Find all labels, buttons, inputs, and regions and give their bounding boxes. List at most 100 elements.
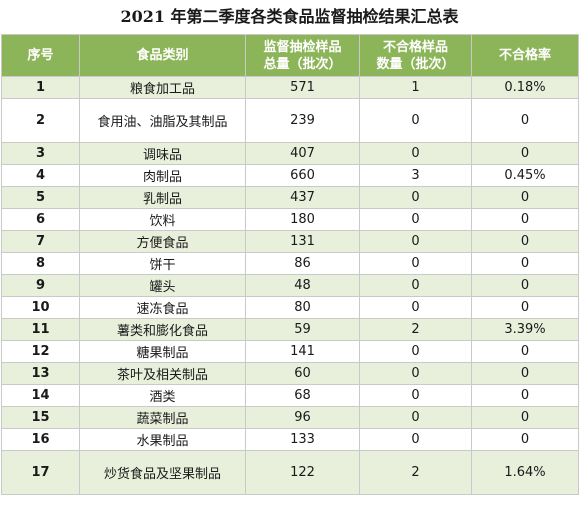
cell-total: 180 [245, 208, 360, 231]
table-row: 5 乳制品 437 0 0 [1, 186, 579, 209]
cell-rate: 1.64% [471, 450, 579, 495]
cell-total: 660 [245, 164, 360, 187]
cell-total: 48 [245, 274, 360, 297]
cell-failed: 0 [359, 406, 472, 429]
header-row: 序号 食品类别 监督抽检样品 总量（批次） 不合格样品 数量（批次） 不合格率 [1, 34, 579, 77]
cell-category: 速冻食品 [79, 296, 246, 319]
cell-index: 5 [1, 186, 80, 209]
cell-index: 1 [1, 76, 80, 99]
cell-total: 131 [245, 230, 360, 253]
cell-index: 2 [1, 98, 80, 143]
cell-rate: 3.39% [471, 318, 579, 341]
cell-failed: 3 [359, 164, 472, 187]
food-inspection-table: 序号 食品类别 监督抽检样品 总量（批次） 不合格样品 数量（批次） 不合格率 … [1, 34, 579, 495]
cell-total: 86 [245, 252, 360, 275]
table-row: 3 调味品 407 0 0 [1, 142, 579, 165]
header-failed-line2: 数量（批次） [376, 56, 455, 72]
table-row: 6 饮料 180 0 0 [1, 208, 579, 231]
cell-failed: 0 [359, 142, 472, 165]
table-row: 12 糖果制品 141 0 0 [1, 340, 579, 363]
cell-category: 乳制品 [79, 186, 246, 209]
cell-category: 酒类 [79, 384, 246, 407]
cell-rate: 0 [471, 208, 579, 231]
header-total-line2: 总量（批次） [263, 56, 342, 72]
cell-category: 方便食品 [79, 230, 246, 253]
cell-total: 59 [245, 318, 360, 341]
cell-category: 饼干 [79, 252, 246, 275]
cell-failed: 0 [359, 362, 472, 385]
cell-rate: 0 [471, 274, 579, 297]
cell-total: 133 [245, 428, 360, 451]
cell-category: 水果制品 [79, 428, 246, 451]
cell-index: 10 [1, 296, 80, 319]
cell-index: 12 [1, 340, 80, 363]
cell-category: 肉制品 [79, 164, 246, 187]
cell-category: 调味品 [79, 142, 246, 165]
cell-total: 60 [245, 362, 360, 385]
cell-failed: 2 [359, 450, 472, 495]
cell-total: 571 [245, 76, 360, 99]
cell-index: 3 [1, 142, 80, 165]
cell-index: 15 [1, 406, 80, 429]
table-row: 4 肉制品 660 3 0.45% [1, 164, 579, 187]
cell-rate: 0 [471, 252, 579, 275]
cell-total: 437 [245, 186, 360, 209]
cell-index: 16 [1, 428, 80, 451]
cell-failed: 0 [359, 186, 472, 209]
table-row: 14 酒类 68 0 0 [1, 384, 579, 407]
cell-failed: 2 [359, 318, 472, 341]
cell-failed: 0 [359, 208, 472, 231]
cell-failed: 0 [359, 340, 472, 363]
cell-total: 239 [245, 98, 360, 143]
cell-failed: 0 [359, 296, 472, 319]
cell-rate: 0.18% [471, 76, 579, 99]
cell-category: 薯类和膨化食品 [79, 318, 246, 341]
cell-index: 4 [1, 164, 80, 187]
cell-rate: 0 [471, 98, 579, 143]
cell-category: 炒货食品及坚果制品 [79, 450, 246, 495]
cell-total: 68 [245, 384, 360, 407]
cell-total: 96 [245, 406, 360, 429]
cell-rate: 0 [471, 186, 579, 209]
header-category: 食品类别 [79, 34, 246, 77]
cell-failed: 0 [359, 384, 472, 407]
table-row: 7 方便食品 131 0 0 [1, 230, 579, 253]
header-failed: 不合格样品 数量（批次） [359, 34, 472, 77]
table-row: 17 炒货食品及坚果制品 122 2 1.64% [1, 450, 579, 495]
table-row: 1 粮食加工品 571 1 0.18% [1, 76, 579, 99]
cell-index: 17 [1, 450, 80, 495]
table-row: 15 蔬菜制品 96 0 0 [1, 406, 579, 429]
cell-category: 粮食加工品 [79, 76, 246, 99]
header-failed-line1: 不合格样品 [382, 39, 448, 55]
table-row: 11 薯类和膨化食品 59 2 3.39% [1, 318, 579, 341]
cell-failed: 0 [359, 230, 472, 253]
cell-index: 8 [1, 252, 80, 275]
cell-index: 6 [1, 208, 80, 231]
cell-failed: 0 [359, 428, 472, 451]
cell-category: 蔬菜制品 [79, 406, 246, 429]
header-index: 序号 [1, 34, 80, 77]
cell-total: 407 [245, 142, 360, 165]
cell-total: 122 [245, 450, 360, 495]
cell-category: 罐头 [79, 274, 246, 297]
cell-index: 9 [1, 274, 80, 297]
cell-total: 80 [245, 296, 360, 319]
cell-index: 11 [1, 318, 80, 341]
cell-category: 茶叶及相关制品 [79, 362, 246, 385]
cell-rate: 0 [471, 384, 579, 407]
cell-failed: 0 [359, 274, 472, 297]
cell-rate: 0 [471, 296, 579, 319]
table-row: 13 茶叶及相关制品 60 0 0 [1, 362, 579, 385]
cell-rate: 0 [471, 362, 579, 385]
cell-rate: 0 [471, 428, 579, 451]
cell-category: 糖果制品 [79, 340, 246, 363]
cell-index: 14 [1, 384, 80, 407]
cell-index: 7 [1, 230, 80, 253]
cell-rate: 0 [471, 340, 579, 363]
cell-total: 141 [245, 340, 360, 363]
cell-index: 13 [1, 362, 80, 385]
table-row: 2 食用油、油脂及其制品 239 0 0 [1, 98, 579, 143]
header-rate: 不合格率 [471, 34, 579, 77]
table-row: 8 饼干 86 0 0 [1, 252, 579, 275]
cell-category: 食用油、油脂及其制品 [79, 98, 246, 143]
